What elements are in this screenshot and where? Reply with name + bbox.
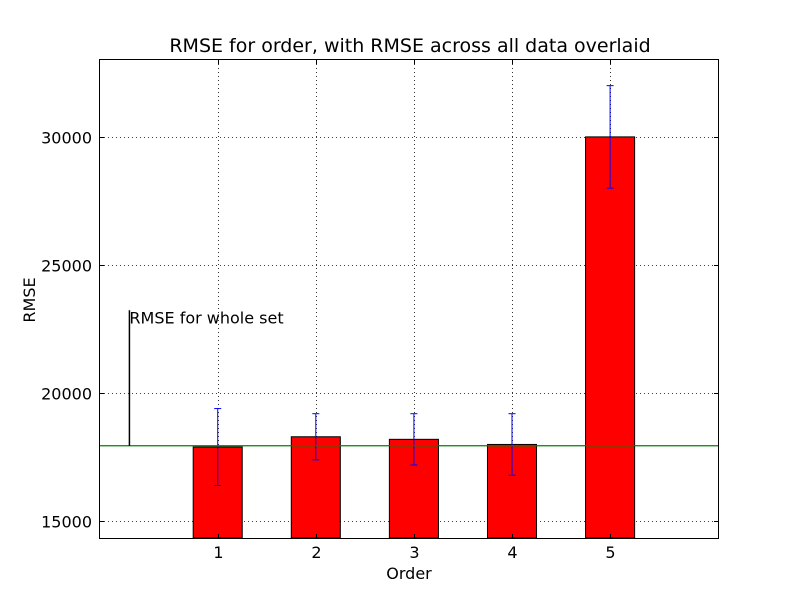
y-tick-label: 20000 bbox=[41, 385, 92, 404]
reference-line-group: RMSE for whole set bbox=[100, 308, 718, 447]
annotation-label: RMSE for whole set bbox=[129, 308, 283, 327]
bars bbox=[192, 136, 636, 539]
y-tick-label: 25000 bbox=[41, 257, 92, 276]
y-axis-label: RMSE bbox=[20, 277, 39, 322]
x-axis-label: Order bbox=[386, 564, 432, 583]
x-tick-label: 4 bbox=[507, 543, 517, 562]
error-bars bbox=[214, 85, 614, 486]
y-tick-label: 15000 bbox=[41, 513, 92, 532]
x-ticks: 1 2 3 4 5 bbox=[213, 60, 616, 562]
x-tick-label: 5 bbox=[605, 543, 615, 562]
x-tick-label: 3 bbox=[409, 543, 419, 562]
plot-frame bbox=[99, 59, 719, 539]
x-tick-label: 1 bbox=[213, 543, 223, 562]
bar bbox=[585, 136, 636, 539]
y-tick-label: 30000 bbox=[41, 129, 92, 148]
x-tick-label: 2 bbox=[311, 543, 321, 562]
chart-title: RMSE for order, with RMSE across all dat… bbox=[169, 35, 650, 57]
y-ticks: 15000 20000 25000 30000 bbox=[41, 129, 718, 532]
